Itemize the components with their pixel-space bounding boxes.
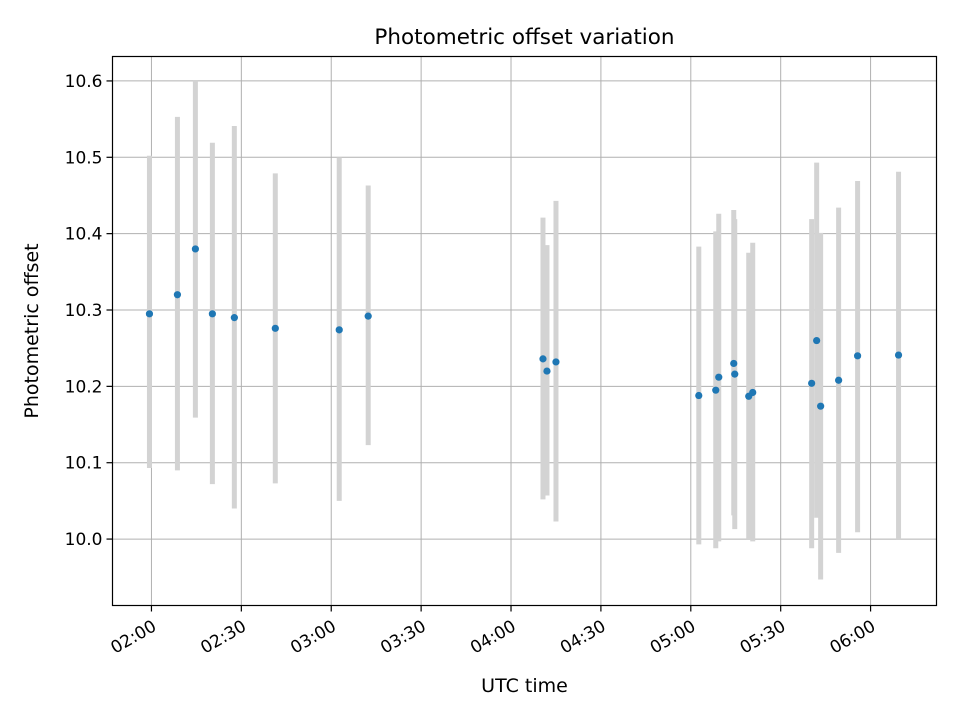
x-axis-label: UTC time (481, 675, 568, 697)
y-tick-label: 10.3 (65, 301, 103, 321)
data-point (712, 386, 720, 394)
data-point (191, 245, 199, 253)
data-point (817, 402, 825, 410)
data-point (145, 310, 154, 318)
grid-lines (112, 56, 937, 606)
y-tick-label: 10.4 (65, 225, 103, 245)
y-axis-label: Photometric offset (21, 243, 43, 418)
data-point (552, 358, 560, 366)
data-point (730, 359, 738, 368)
data-point (230, 314, 238, 322)
data-point (835, 376, 843, 384)
y-tick-label: 10.5 (65, 148, 103, 168)
data-point (894, 351, 903, 359)
data-point (364, 312, 372, 320)
plot-frame (111, 55, 938, 607)
data-point (808, 379, 816, 387)
data-point (731, 370, 739, 378)
data-points (145, 245, 903, 410)
y-tick-label: 10.2 (65, 377, 103, 397)
y-tick-label: 10.0 (65, 530, 103, 550)
y-axis-ticks: 10.0 10.1 10.2 10.3 10.4 10.5 10.6 (65, 72, 113, 550)
data-point (543, 367, 551, 375)
y-tick-label: 10.6 (65, 72, 103, 92)
data-point (695, 391, 703, 400)
data-point (208, 310, 216, 318)
data-point (173, 291, 182, 299)
data-point (813, 336, 821, 345)
data-point (715, 373, 723, 381)
y-tick-label: 10.1 (65, 454, 103, 474)
chart-title: Photometric offset variation (374, 25, 674, 50)
data-point (539, 355, 547, 363)
data-point (749, 388, 757, 397)
data-point (853, 352, 862, 360)
data-point (271, 324, 279, 332)
data-point (335, 326, 343, 334)
